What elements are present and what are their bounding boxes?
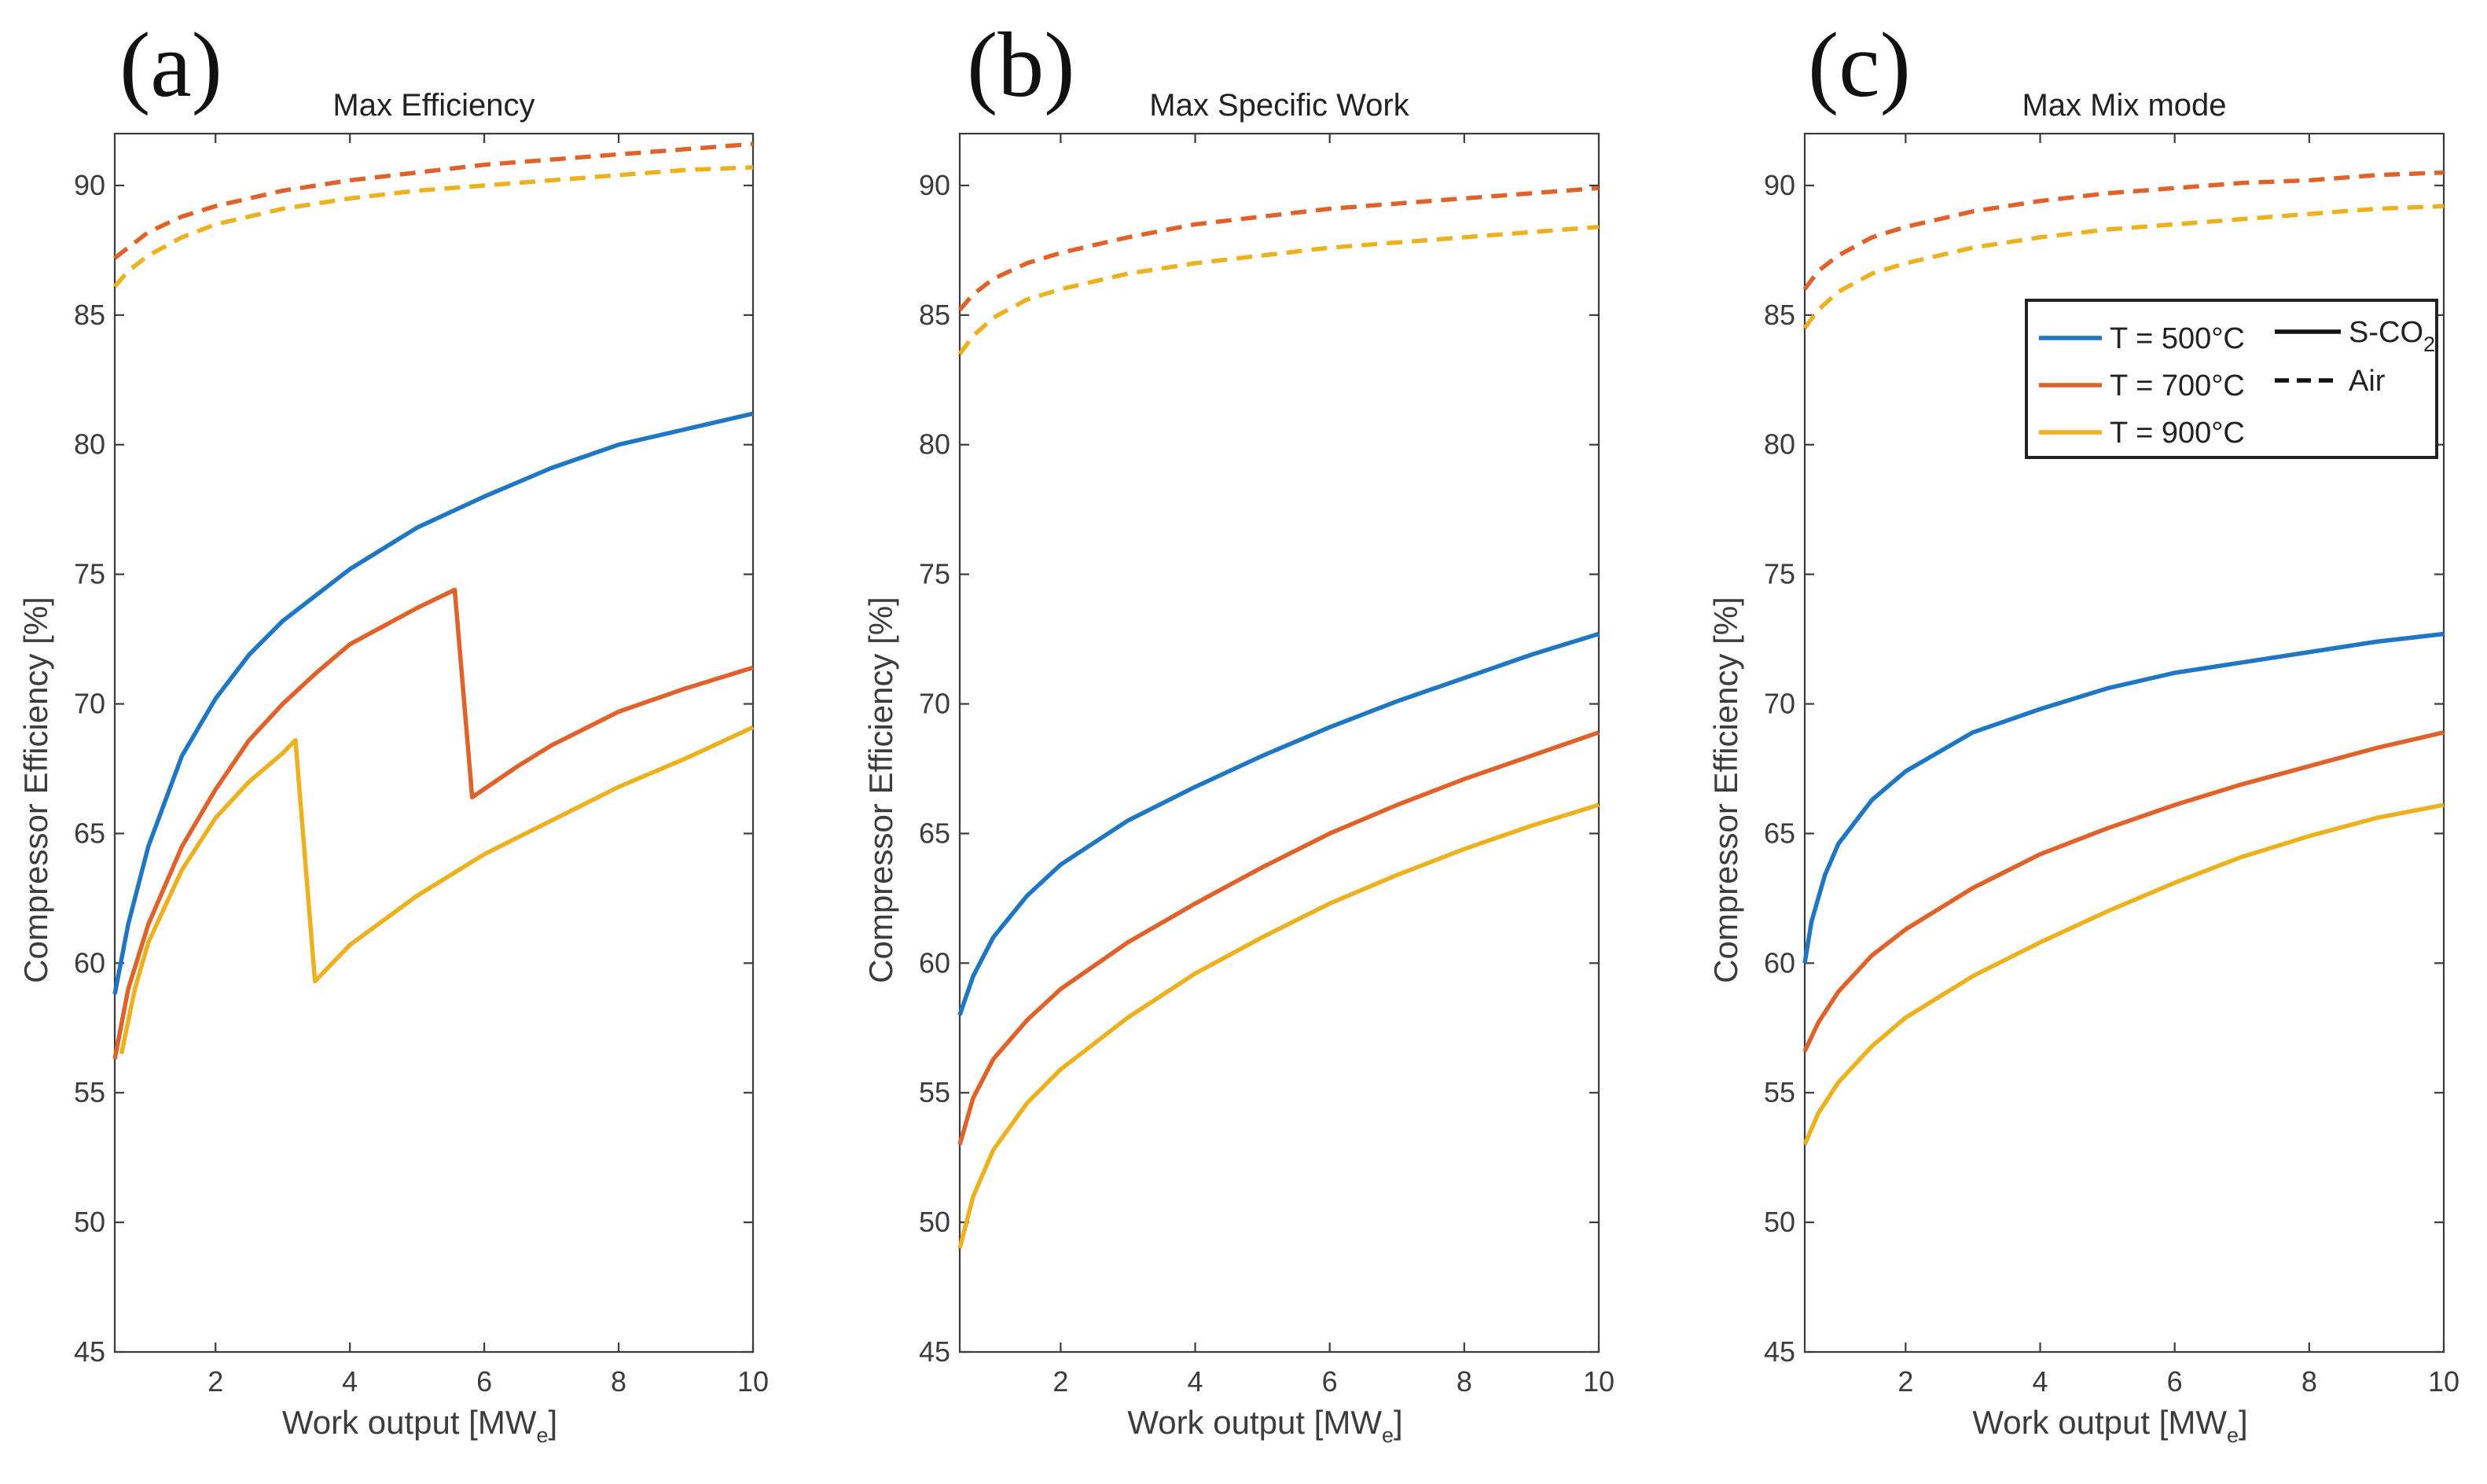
- y-axis-label: Compressor Efficiency [%]: [1707, 597, 1744, 983]
- panel-b: (b) Max Specific Work 45 50 55 60 65 70 75 80 85 90…: [862, 13, 1615, 1447]
- y-tick-label: 55: [1764, 1076, 1795, 1108]
- y-tick-label: 75: [919, 558, 950, 590]
- y-tick-label: 70: [74, 688, 105, 720]
- panel-letter: (b): [967, 13, 1075, 116]
- y-tick-label: 80: [919, 428, 950, 461]
- panel-letter: (c): [1808, 13, 1911, 116]
- series-line-t-900-c-air: [112, 165, 754, 288]
- x-axis-label: Work output [MWe]: [1972, 1404, 2247, 1447]
- panel-letter: (a): [119, 13, 222, 116]
- y-tick-label: 65: [1764, 817, 1795, 849]
- y-tick-label: 85: [74, 299, 105, 331]
- y-tick-label: 60: [919, 946, 950, 979]
- x-axis-label-end: ]: [1394, 1404, 1403, 1441]
- y-tick-label: 50: [74, 1206, 105, 1238]
- series-line-t-900-c-s-co2: [957, 803, 1600, 1249]
- series-line-t-500-c-s-co2: [1802, 631, 2445, 964]
- y-tick-label: 70: [919, 688, 950, 720]
- x-tick-label: 2: [1897, 1365, 1913, 1398]
- x-tick-label: 4: [342, 1365, 358, 1398]
- plot-frame: [958, 132, 1600, 1354]
- y-tick-label: 90: [1764, 169, 1795, 201]
- y-tick-label: 50: [919, 1206, 950, 1238]
- chart-title: Max Mix mode: [2022, 88, 2226, 123]
- series-line-t-900-c-air: [1802, 204, 2445, 329]
- y-tick-label: 70: [1764, 688, 1795, 720]
- chart-title: Max Specific Work: [1149, 88, 1409, 123]
- x-tick-label: 6: [476, 1365, 492, 1398]
- y-tick-label: 60: [1764, 946, 1795, 979]
- x-tick-label: 4: [2033, 1365, 2048, 1398]
- y-tick-label: 75: [1764, 558, 1795, 590]
- legend-style-label-subscript: 2: [2423, 332, 2435, 356]
- x-axis-label-main: Work output [MW: [282, 1404, 537, 1441]
- series-line-t-500-c-s-co2: [112, 411, 754, 995]
- plot-frame: [1803, 132, 2445, 1354]
- x-tick-label: 10: [2428, 1365, 2459, 1398]
- series-line-t-900-c-s-co2: [119, 725, 755, 1055]
- x-tick-label: 6: [1322, 1365, 1338, 1398]
- series-line-t-700-c-air: [113, 141, 754, 260]
- x-axis-label-subscript: e: [2227, 1423, 2239, 1447]
- legend-style-label-s-co: S-CO2: [2349, 316, 2435, 356]
- legend-style-label-air: Air: [2349, 365, 2386, 398]
- y-axis-label: Compressor Efficiency [%]: [17, 597, 54, 983]
- x-axis-label-subscript: e: [536, 1423, 548, 1447]
- y-tick-label: 65: [919, 817, 950, 849]
- chart-title: Max Efficiency: [332, 88, 535, 123]
- y-tick-label: 55: [919, 1076, 950, 1108]
- series-line-t-700-c-s-co2: [957, 730, 1600, 1145]
- y-axis-label: Compressor Efficiency [%]: [862, 597, 899, 983]
- x-tick-label: 10: [737, 1365, 769, 1398]
- x-axis-label-end: ]: [2239, 1404, 2248, 1441]
- x-tick-label: 8: [611, 1365, 626, 1398]
- legend-style-label-main: Air: [2349, 365, 2386, 398]
- legend: T = 500°C T = 700°C T = 900°C S-CO2 Air: [2025, 299, 2438, 459]
- x-axis-label-main: Work output [MW: [1127, 1404, 1382, 1441]
- y-tick-label: 90: [919, 169, 950, 201]
- y-tick-label: 45: [74, 1335, 105, 1368]
- y-tick-label: 45: [1764, 1335, 1795, 1368]
- x-tick-label: 2: [1052, 1365, 1068, 1398]
- y-tick-label: 65: [74, 817, 105, 849]
- x-axis-label-main: Work output [MW: [1972, 1404, 2227, 1441]
- series-line-t-700-c-air: [1802, 170, 2445, 291]
- panel-a: (a) Max Efficiency 45 50 55 60 65 70 75 80 85 90 2 4 6…: [17, 13, 769, 1447]
- x-axis-label-end: ]: [549, 1404, 558, 1441]
- x-tick-label: 2: [208, 1365, 223, 1398]
- x-tick-label: 10: [1583, 1365, 1615, 1398]
- y-tick-label: 55: [74, 1076, 105, 1108]
- series-line-t-500-c-s-co2: [957, 631, 1600, 1016]
- series-line-t-900-c-s-co2: [1802, 803, 2445, 1146]
- x-tick-label: 8: [1457, 1365, 1472, 1398]
- series-line-t-900-c-air: [957, 224, 1600, 355]
- legend-label-t-900-c: T = 900°C: [2110, 417, 2245, 450]
- x-tick-label: 6: [2167, 1365, 2183, 1398]
- legend-style-label-main: S-CO: [2349, 316, 2423, 349]
- plot-frame: [113, 132, 755, 1354]
- x-axis-label: Work output [MWe]: [282, 1404, 557, 1447]
- x-tick-label: 8: [2301, 1365, 2317, 1398]
- y-tick-label: 45: [919, 1335, 950, 1368]
- x-tick-label: 4: [1188, 1365, 1203, 1398]
- y-tick-label: 50: [1764, 1206, 1795, 1238]
- y-tick-label: 80: [74, 428, 105, 461]
- y-tick-label: 60: [74, 946, 105, 979]
- y-tick-label: 75: [74, 558, 105, 590]
- y-tick-label: 85: [1764, 299, 1795, 331]
- series-line-t-700-c-air: [957, 186, 1600, 312]
- y-tick-label: 85: [919, 299, 950, 331]
- x-axis-label-subscript: e: [1382, 1423, 1394, 1447]
- y-tick-label: 90: [74, 169, 105, 201]
- legend-label-t-500-c: T = 500°C: [2110, 322, 2245, 355]
- y-tick-label: 80: [1764, 428, 1795, 461]
- legend-label-t-700-c: T = 700°C: [2110, 369, 2245, 402]
- x-axis-label: Work output [MWe]: [1127, 1404, 1402, 1447]
- series-line-t-700-c-s-co2: [1802, 730, 2445, 1052]
- panel-c: (c) Max Mix mode 45 50 55 60 65 70 75 80 85 90 2 4 6 8 1…: [1707, 13, 2459, 1447]
- series-line-t-700-c-s-co2: [112, 587, 754, 1060]
